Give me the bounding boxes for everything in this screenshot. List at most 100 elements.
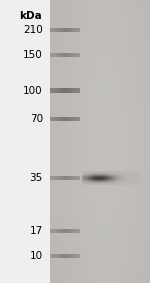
Bar <box>120 225 121 230</box>
Bar <box>146 183 147 187</box>
Bar <box>61 53 62 57</box>
Bar <box>50 168 51 173</box>
Bar <box>81 235 83 241</box>
Bar <box>132 130 133 134</box>
Bar <box>66 215 67 219</box>
Bar <box>116 13 117 18</box>
Bar <box>125 180 126 181</box>
Bar <box>70 246 72 251</box>
Bar <box>99 73 100 78</box>
Bar <box>83 27 84 32</box>
Bar <box>103 83 104 88</box>
Bar <box>67 0 68 3</box>
Bar <box>108 179 109 180</box>
Bar <box>123 158 124 163</box>
Bar <box>104 66 105 71</box>
Bar <box>122 267 123 272</box>
Bar <box>81 175 83 181</box>
Bar <box>93 171 94 172</box>
Bar <box>79 260 80 265</box>
Bar <box>115 178 116 179</box>
Bar <box>52 91 53 96</box>
Bar <box>76 232 77 237</box>
Bar <box>83 23 84 28</box>
Bar <box>101 126 103 131</box>
Bar <box>131 98 132 103</box>
Bar <box>93 178 94 179</box>
Bar <box>92 183 93 184</box>
Bar <box>77 73 78 78</box>
Bar <box>61 140 62 145</box>
Bar <box>119 16 120 21</box>
Bar <box>76 183 77 187</box>
Bar <box>91 62 93 67</box>
Bar <box>55 73 56 78</box>
Bar <box>102 177 103 178</box>
Bar <box>93 178 94 179</box>
Bar <box>80 91 81 96</box>
Bar <box>53 105 54 110</box>
Bar <box>113 34 114 39</box>
Bar <box>149 144 150 149</box>
Bar <box>89 115 90 120</box>
Bar <box>85 180 86 181</box>
Bar <box>71 88 72 93</box>
Bar <box>85 246 87 251</box>
Bar <box>109 165 110 170</box>
Bar <box>119 207 120 212</box>
Bar <box>107 184 108 185</box>
Bar <box>127 115 128 120</box>
Bar <box>129 174 130 175</box>
Bar <box>52 176 54 180</box>
Bar <box>107 176 108 177</box>
Bar <box>132 267 134 272</box>
Bar <box>91 76 93 82</box>
Bar <box>100 182 101 183</box>
Bar <box>111 52 112 57</box>
Bar <box>122 197 123 201</box>
Bar <box>93 193 94 198</box>
Bar <box>112 66 113 71</box>
Bar <box>123 225 124 230</box>
Bar <box>101 140 102 145</box>
Bar <box>69 41 70 46</box>
Bar <box>55 271 56 276</box>
Bar <box>52 55 53 60</box>
Bar <box>75 45 76 50</box>
Bar <box>101 137 103 142</box>
Bar <box>126 38 127 42</box>
Bar <box>97 115 98 120</box>
Bar <box>86 180 87 181</box>
Bar <box>113 23 114 28</box>
Bar <box>111 119 113 124</box>
Bar <box>64 172 65 177</box>
Bar <box>100 176 101 177</box>
Bar <box>85 9 86 14</box>
Bar <box>133 91 134 96</box>
Bar <box>63 172 64 177</box>
Bar <box>125 260 126 265</box>
Bar <box>61 232 62 237</box>
Bar <box>138 171 139 172</box>
Bar <box>119 41 120 46</box>
Bar <box>97 180 98 181</box>
Bar <box>78 45 79 50</box>
Bar <box>122 144 123 149</box>
Bar <box>138 221 139 226</box>
Bar <box>68 73 69 78</box>
Bar <box>143 108 144 113</box>
Bar <box>94 101 95 106</box>
Bar <box>126 165 127 170</box>
Bar <box>142 193 144 198</box>
Bar <box>51 144 52 149</box>
Bar <box>59 126 60 131</box>
Bar <box>75 232 77 237</box>
Bar <box>116 193 117 198</box>
Bar <box>109 48 110 53</box>
Bar <box>104 190 105 195</box>
Bar <box>84 16 85 21</box>
Bar <box>96 267 97 272</box>
Bar <box>66 28 67 32</box>
Bar <box>85 91 86 96</box>
Bar <box>113 180 114 181</box>
